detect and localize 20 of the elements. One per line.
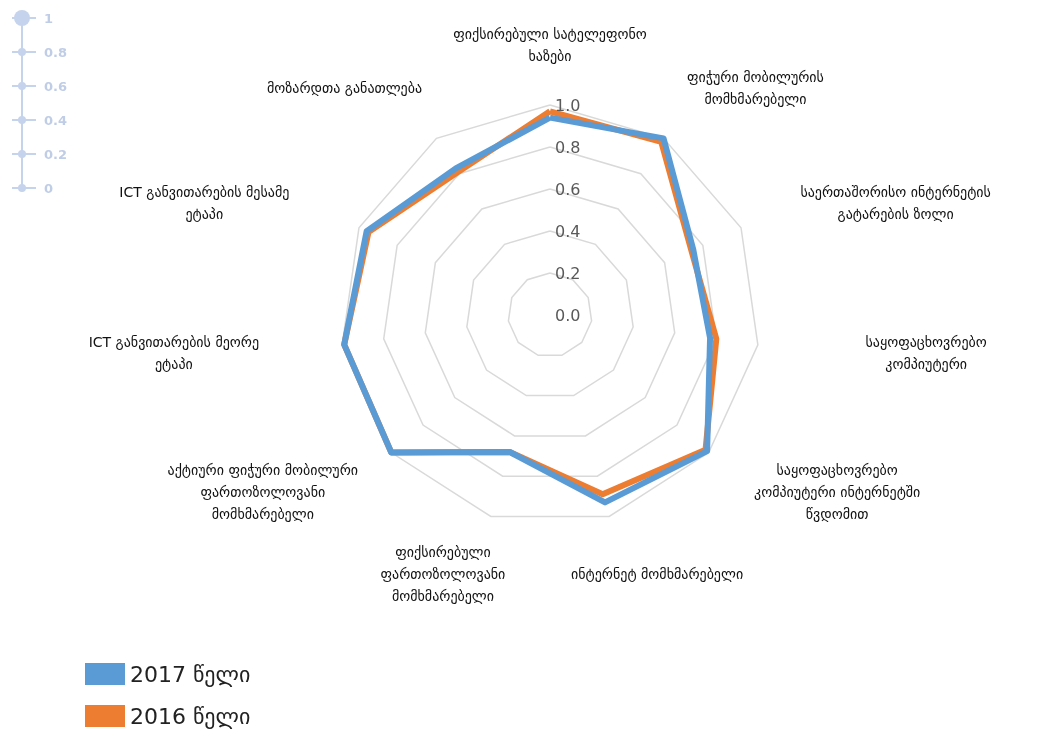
- spoke-label: მოზარდთა განათლება: [267, 79, 423, 96]
- y-tick-label: 1.0: [555, 95, 581, 115]
- y-tick-label: 0.8: [555, 137, 581, 157]
- y-tick-label: 0.0: [555, 305, 581, 325]
- y-tick-label: 0.4: [555, 221, 581, 241]
- spoke-label: საყოფაცხოვრებო კომპიუტერი ინტერნეტში წვდომით: [754, 461, 921, 522]
- y-tick-label: 0.2: [555, 263, 581, 283]
- spoke-label: აქტიური ფიჭური მობილური ფართოზოლოვანი მომხმარებელი: [167, 461, 359, 522]
- spoke-label: ICT განვითარების მესამე ეტაპი: [119, 183, 290, 222]
- spoke-label: ინტერნეტ მომხმარებელი: [570, 566, 744, 583]
- legend-label: 2017 წელი: [130, 661, 251, 687]
- spoke-label: საყოფაცხოვრებო კომპიუტერი: [865, 334, 987, 373]
- slider: 1 0.8 0.6 0.4 0.2 0: [8, 8, 68, 198]
- spoke-label: საერთაშორისო ინტერნეტის გატარების ზოლი: [800, 183, 991, 222]
- spoke-label: ფიჭური მობილურის მომხმარებელი: [686, 68, 824, 107]
- legend-label: 2016 წელი: [130, 703, 251, 729]
- spoke-label: ფიქსირებული სატელეფონო ხაზები: [453, 26, 647, 64]
- spoke-label: ფიქსირებული ფართოზოლოვანი მომხმარებელი: [380, 544, 506, 605]
- spoke-label: ICT განვითარების მეორე ეტაპი: [88, 334, 260, 373]
- y-tick-label: 0.6: [555, 179, 581, 199]
